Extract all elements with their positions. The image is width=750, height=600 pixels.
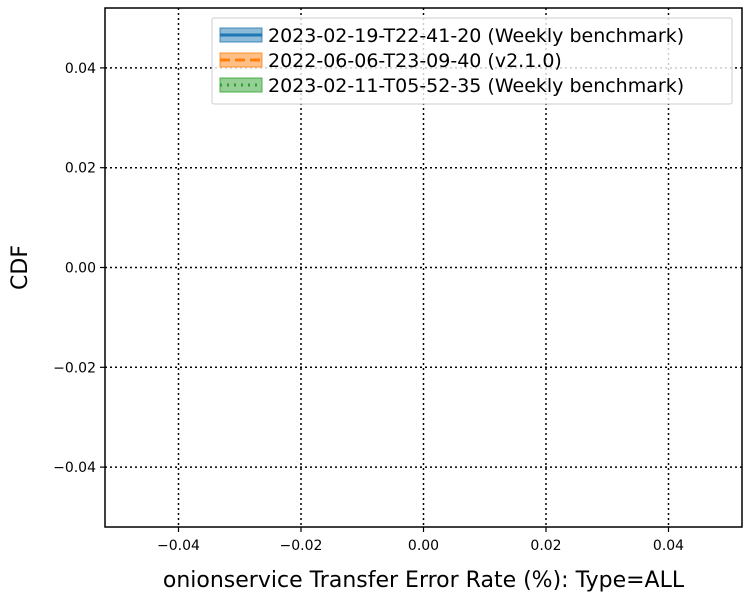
x-tick-label: −0.02 [280,538,323,554]
x-tick-label: −0.04 [157,538,200,554]
legend-box [211,17,733,105]
legend-entry: 2023-02-11-T05-52-35 (Weekly benchmark) [219,75,684,97]
x-tick-label: 0.00 [408,538,439,554]
legend-label: 2023-02-11-T05-52-35 (Weekly benchmark) [268,75,684,97]
legend-entry: 2022-06-06-T23-09-40 (v2.1.0) [219,50,562,72]
x-tick-label: 0.04 [653,538,684,554]
legend: 2023-02-19-T22-41-20 (Weekly benchmark) 2… [211,17,733,105]
plot-frame [104,7,743,528]
y-tick-label: 0.02 [65,161,96,177]
y-tick-label: −0.04 [53,460,96,476]
legend-label: 2023-02-19-T22-41-20 (Weekly benchmark) [268,25,684,47]
ticks: −0.04 −0.02 0.00 0.02 0.04 −0.04 −0.02 0.00 0.02… [53,61,684,554]
y-axis-label: CDF [8,245,33,290]
y-tick-label: 0.00 [65,261,96,277]
y-tick-label: 0.04 [65,61,96,77]
x-tick-label: 0.02 [530,538,561,554]
x-axis-label: onionservice Transfer Error Rate (%): Ty… [163,568,685,593]
y-tick-label: −0.02 [53,360,96,376]
legend-label: 2022-06-06-T23-09-40 (v2.1.0) [268,50,562,72]
legend-entry: 2023-02-19-T22-41-20 (Weekly benchmark) [219,25,684,47]
